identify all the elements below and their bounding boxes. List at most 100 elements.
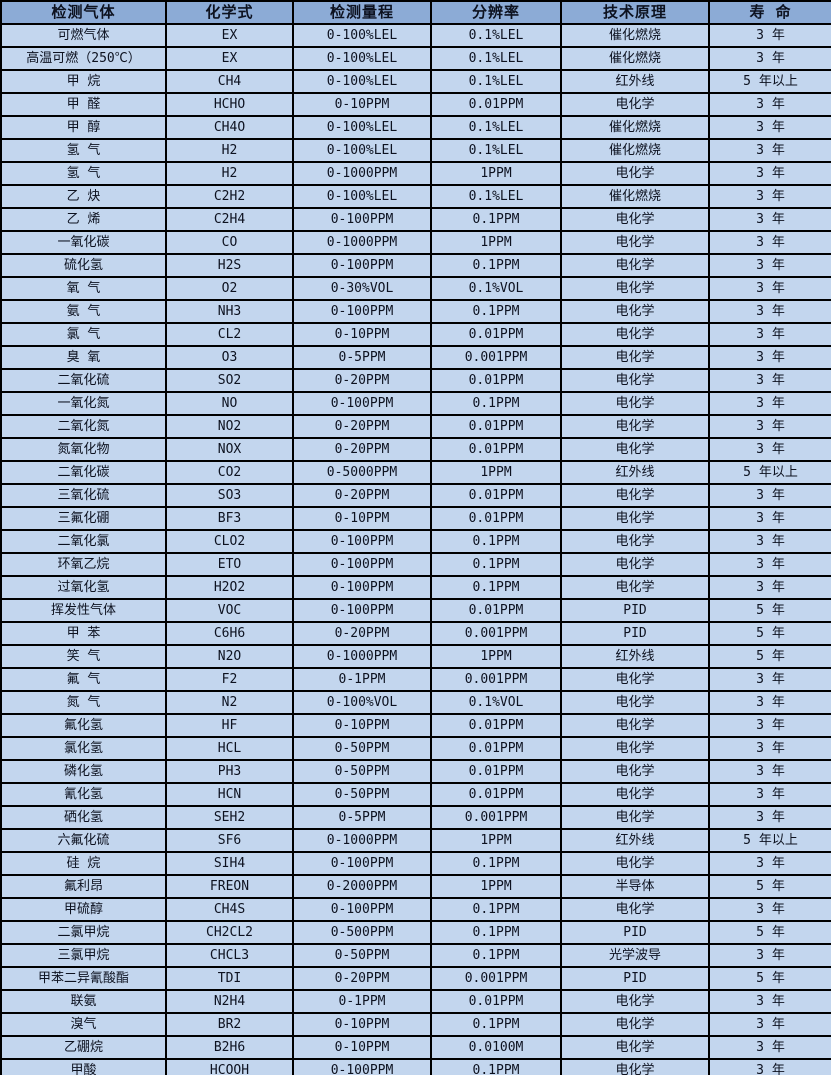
formula-cell: HCHO xyxy=(165,92,294,117)
lifespan-cell: 3 年 xyxy=(708,782,831,807)
lifespan-cell: 3 年 xyxy=(708,253,831,278)
table-row: 甲 烷 CH4 0-100%LEL 0.1%LEL 红外线 5 年以上 xyxy=(0,69,831,94)
range-cell: 0-100PPM xyxy=(292,598,432,623)
resolution-cell: 1PPM xyxy=(430,460,562,485)
lifespan-cell: 3 年 xyxy=(708,92,831,117)
lifespan-cell: 3 年 xyxy=(708,1058,831,1075)
gas_name-cell: 乙硼烷 xyxy=(0,1035,167,1060)
lifespan-cell: 3 年 xyxy=(708,851,831,876)
table-row: 挥发性气体 VOC 0-100PPM 0.01PPM PID 5 年 xyxy=(0,598,831,623)
resolution-cell: 0.1%LEL xyxy=(430,69,562,94)
principle-cell: 电化学 xyxy=(560,1058,710,1075)
principle-cell: 电化学 xyxy=(560,759,710,784)
table-row: 氰化氢 HCN 0-50PPM 0.01PPM 电化学 3 年 xyxy=(0,782,831,807)
principle-cell: 电化学 xyxy=(560,437,710,462)
lifespan-cell: 3 年 xyxy=(708,690,831,715)
formula-cell: BR2 xyxy=(165,1012,294,1037)
gas_name-cell: 三氧化硫 xyxy=(0,483,167,508)
resolution-cell: 1PPM xyxy=(430,644,562,669)
resolution-cell: 0.001PPM xyxy=(430,621,562,646)
gas_name-cell: 氯 气 xyxy=(0,322,167,347)
resolution-cell: 0.1PPM xyxy=(430,207,562,232)
lifespan-cell: 3 年 xyxy=(708,46,831,71)
range-cell: 0-5PPM xyxy=(292,345,432,370)
table-row: 三氧化硫 SO3 0-20PPM 0.01PPM 电化学 3 年 xyxy=(0,483,831,508)
formula-cell: SO3 xyxy=(165,483,294,508)
table-row: 溴气 BR2 0-10PPM 0.1PPM 电化学 3 年 xyxy=(0,1012,831,1037)
lifespan-cell: 3 年 xyxy=(708,1012,831,1037)
formula-cell: FREON xyxy=(165,874,294,899)
table-row: 可燃气体 EX 0-100%LEL 0.1%LEL 催化燃烧 3 年 xyxy=(0,23,831,48)
lifespan-cell: 5 年以上 xyxy=(708,69,831,94)
range-cell: 0-100%LEL xyxy=(292,46,432,71)
lifespan-cell: 3 年 xyxy=(708,805,831,830)
resolution-cell: 1PPM xyxy=(430,828,562,853)
range-cell: 0-10PPM xyxy=(292,713,432,738)
table-row: 氨 气 NH3 0-100PPM 0.1PPM 电化学 3 年 xyxy=(0,299,831,324)
table-row: 硫化氢 H2S 0-100PPM 0.1PPM 电化学 3 年 xyxy=(0,253,831,278)
principle-cell: 光学波导 xyxy=(560,943,710,968)
table-row: 氯化氢 HCL 0-50PPM 0.01PPM 电化学 3 年 xyxy=(0,736,831,761)
table-row: 二氧化碳 CO2 0-5000PPM 1PPM 红外线 5 年以上 xyxy=(0,460,831,485)
lifespan-cell: 3 年 xyxy=(708,529,831,554)
principle-cell: 电化学 xyxy=(560,805,710,830)
table-row: 六氟化硫 SF6 0-1000PPM 1PPM 红外线 5 年以上 xyxy=(0,828,831,853)
resolution-cell: 0.1%LEL xyxy=(430,184,562,209)
lifespan-cell: 3 年 xyxy=(708,437,831,462)
lifespan-cell: 3 年 xyxy=(708,230,831,255)
principle-cell: PID xyxy=(560,966,710,991)
principle-cell: 催化燃烧 xyxy=(560,46,710,71)
lifespan-cell: 3 年 xyxy=(708,943,831,968)
range-cell: 0-20PPM xyxy=(292,437,432,462)
range-cell: 0-100PPM xyxy=(292,299,432,324)
table-row: 硅 烷 SIH4 0-100PPM 0.1PPM 电化学 3 年 xyxy=(0,851,831,876)
range-cell: 0-100PPM xyxy=(292,253,432,278)
resolution-cell: 0.001PPM xyxy=(430,345,562,370)
range-cell: 0-100%LEL xyxy=(292,23,432,48)
principle-cell: PID xyxy=(560,621,710,646)
lifespan-cell: 3 年 xyxy=(708,897,831,922)
table-row: 乙 烯 C2H4 0-100PPM 0.1PPM 电化学 3 年 xyxy=(0,207,831,232)
formula-cell: CO xyxy=(165,230,294,255)
formula-cell: HCN xyxy=(165,782,294,807)
resolution-cell: 0.1PPM xyxy=(430,920,562,945)
gas_name-cell: 二氯甲烷 xyxy=(0,920,167,945)
table-row: 甲硫醇 CH4S 0-100PPM 0.1PPM 电化学 3 年 xyxy=(0,897,831,922)
gas_name-cell: 笑 气 xyxy=(0,644,167,669)
table-row: 甲 醛 HCHO 0-10PPM 0.01PPM 电化学 3 年 xyxy=(0,92,831,117)
principle-cell: PID xyxy=(560,598,710,623)
principle-cell: 催化燃烧 xyxy=(560,184,710,209)
gas_name-cell: 甲 醛 xyxy=(0,92,167,117)
resolution-cell: 0.1PPM xyxy=(430,253,562,278)
gas_name-cell: 磷化氢 xyxy=(0,759,167,784)
formula-cell: TDI xyxy=(165,966,294,991)
resolution-cell: 0.01PPM xyxy=(430,414,562,439)
formula-cell: CH4S xyxy=(165,897,294,922)
gas_name-cell: 二氧化氯 xyxy=(0,529,167,554)
principle-cell: 电化学 xyxy=(560,92,710,117)
principle-cell: 电化学 xyxy=(560,736,710,761)
formula-cell: F2 xyxy=(165,667,294,692)
formula-cell: NOX xyxy=(165,437,294,462)
table-row: 笑 气 N2O 0-1000PPM 1PPM 红外线 5 年 xyxy=(0,644,831,669)
lifespan-cell: 3 年 xyxy=(708,345,831,370)
resolution-cell: 0.01PPM xyxy=(430,483,562,508)
principle-cell: 电化学 xyxy=(560,161,710,186)
gas_name-cell: 硫化氢 xyxy=(0,253,167,278)
lifespan-cell: 3 年 xyxy=(708,667,831,692)
resolution-cell: 0.1%VOL xyxy=(430,276,562,301)
principle-cell: 红外线 xyxy=(560,828,710,853)
range-cell: 0-50PPM xyxy=(292,759,432,784)
table-row: 硒化氢 SEH2 0-5PPM 0.001PPM 电化学 3 年 xyxy=(0,805,831,830)
principle-cell: 电化学 xyxy=(560,368,710,393)
range-cell: 0-100PPM xyxy=(292,207,432,232)
gas_name-cell: 甲 醇 xyxy=(0,115,167,140)
range-cell: 0-10PPM xyxy=(292,1035,432,1060)
gas_name-cell: 氰化氢 xyxy=(0,782,167,807)
principle-cell: 电化学 xyxy=(560,575,710,600)
range-cell: 0-50PPM xyxy=(292,943,432,968)
principle-cell: 电化学 xyxy=(560,667,710,692)
range-cell: 0-100%LEL xyxy=(292,138,432,163)
formula-cell: H2 xyxy=(165,138,294,163)
formula-cell: CO2 xyxy=(165,460,294,485)
